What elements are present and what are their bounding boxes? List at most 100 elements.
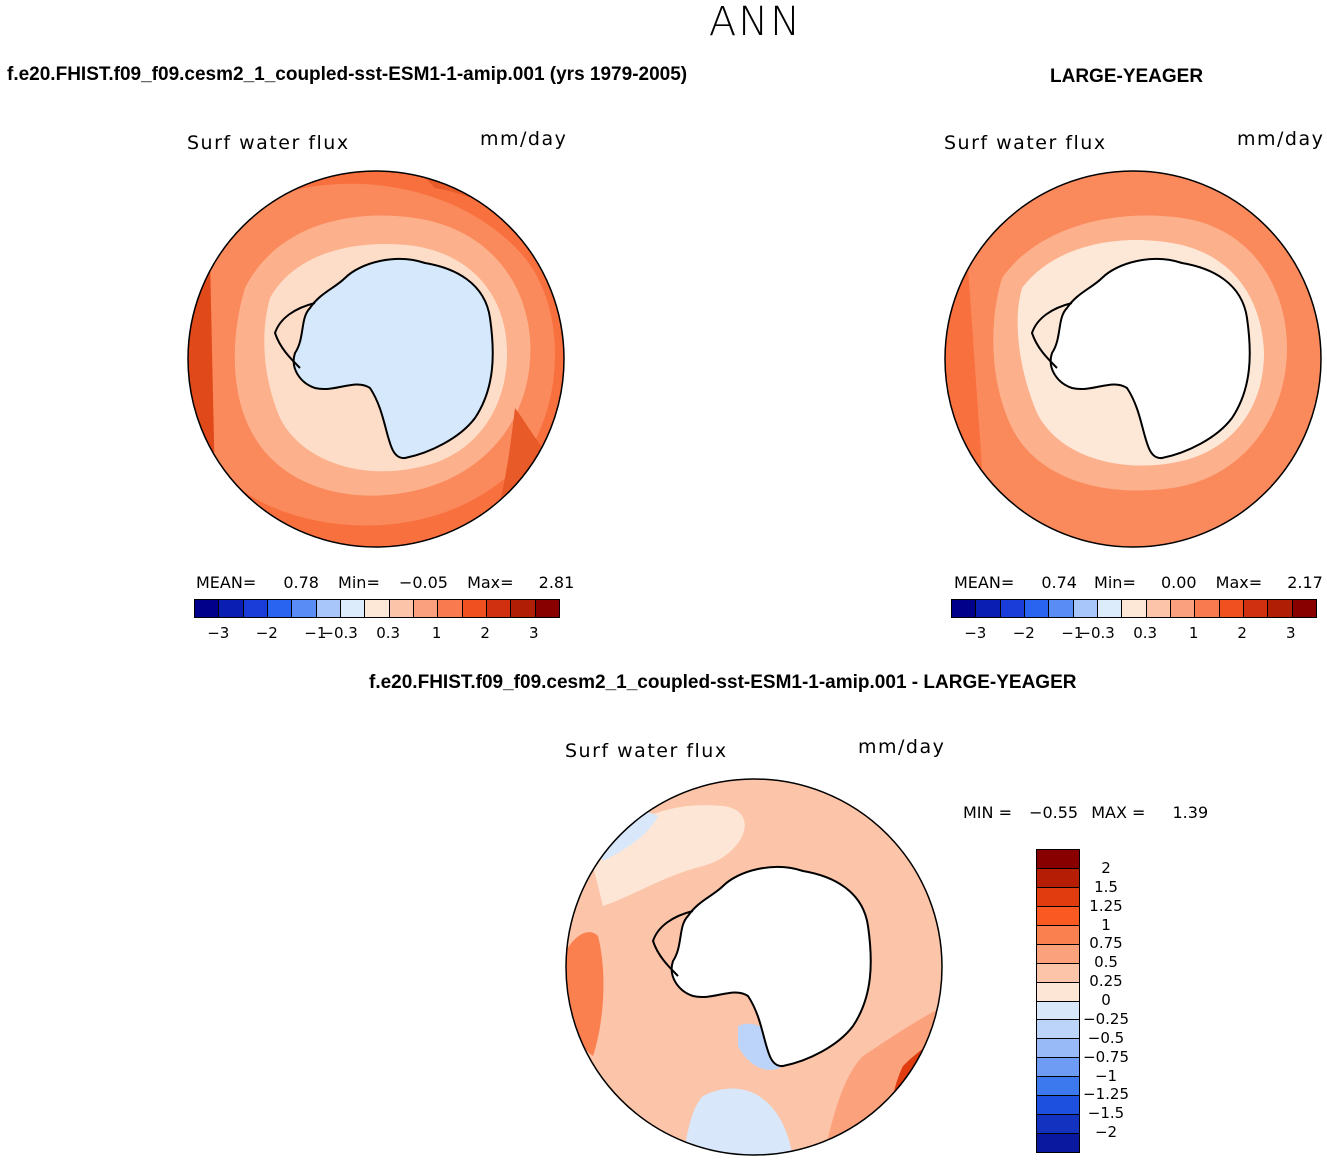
diff-colorbar-tick-label: 0.75 bbox=[1089, 934, 1123, 953]
diff-colorbar-tick-label: −2 bbox=[1094, 1123, 1118, 1142]
diff-colorbar-segment bbox=[1037, 1115, 1079, 1135]
max-label: Max= bbox=[467, 573, 514, 592]
diff-colorbar-ticks: 2 1.5 1.25 1 0.75 0.5 0.25 0 −0.25 −0.5 −0.75 −1 −1.… bbox=[1083, 849, 1129, 1151]
model-colorbar-segment bbox=[243, 600, 268, 617]
obs-colorbar-segment bbox=[1097, 600, 1123, 617]
obs-colorbar-segment bbox=[1122, 600, 1147, 617]
season-title: ANN bbox=[708, 0, 803, 45]
diff-colorbar-tick-label: 1 bbox=[1101, 915, 1111, 934]
min-value: 0.00 bbox=[1160, 573, 1197, 592]
obs-colorbar bbox=[951, 599, 1317, 618]
obs-colorbar-segment bbox=[1146, 600, 1171, 617]
min-label: MIN = bbox=[963, 803, 1012, 822]
model-stats: MEAN= 0.78 Min= −0.05 Max= 2.81 bbox=[196, 573, 574, 592]
obs-colorbar-segment bbox=[1292, 600, 1316, 617]
obs-colorbar-tick-label: −0.3 bbox=[1078, 624, 1115, 642]
model-colorbar-tick-label: −2 bbox=[255, 624, 278, 642]
obs-colorbar-segment bbox=[1024, 600, 1050, 617]
model-colorbar-segment bbox=[292, 600, 317, 617]
min-label: Min= bbox=[338, 573, 380, 592]
obs-colorbar-segment bbox=[952, 600, 977, 617]
model-colorbar-segment bbox=[365, 600, 390, 617]
diff-colorbar-segment bbox=[1037, 963, 1079, 983]
obs-field-label: Surf water flux bbox=[944, 132, 1107, 154]
diff-units-label: mm/day bbox=[858, 736, 946, 758]
map-boundary bbox=[944, 170, 1322, 548]
model-colorbar-tick-label: 1 bbox=[431, 624, 442, 642]
max-value: 2.81 bbox=[538, 573, 575, 592]
diff-colorbar-segment bbox=[1037, 850, 1079, 869]
model-colorbar-tick-label: 2 bbox=[480, 624, 490, 642]
obs-colorbar-tick-label: 2 bbox=[1237, 624, 1247, 642]
model-colorbar-segment bbox=[535, 600, 559, 617]
diff-colorbar-segment bbox=[1037, 925, 1079, 945]
obs-polar-map bbox=[944, 170, 1322, 548]
obs-run-title: LARGE-YEAGER bbox=[1050, 66, 1204, 87]
model-colorbar-tick-label: −0.3 bbox=[321, 624, 358, 642]
model-colorbar-segment bbox=[267, 600, 293, 617]
obs-colorbar-segment bbox=[1000, 600, 1025, 617]
diff-run-title: f.e20.FHIST.f09_f09.cesm2_1_coupled-sst-… bbox=[369, 672, 1077, 693]
model-colorbar-segment bbox=[219, 600, 244, 617]
diff-colorbar-tick-label: −0.5 bbox=[1087, 1028, 1125, 1047]
max-label: MAX = bbox=[1091, 803, 1146, 822]
antarctica-outline bbox=[670, 865, 872, 1068]
diff-field-label: Surf water flux bbox=[565, 740, 728, 762]
model-colorbar-segment bbox=[389, 600, 414, 617]
diff-polar-map bbox=[565, 778, 943, 1156]
diff-colorbar-segment bbox=[1037, 1134, 1079, 1152]
antarctica-outline bbox=[1049, 257, 1251, 460]
map-band bbox=[683, 1088, 793, 1155]
model-colorbar-segment bbox=[413, 600, 439, 617]
diff-colorbar-segment bbox=[1037, 944, 1079, 964]
map-boundary bbox=[187, 170, 565, 548]
obs-colorbar-tick-label: 1 bbox=[1188, 624, 1199, 642]
model-colorbar-tick-label: 3 bbox=[528, 624, 539, 642]
max-label: Max= bbox=[1215, 573, 1263, 592]
diff-colorbar-segment bbox=[1037, 1096, 1079, 1116]
obs-colorbar-segment bbox=[1219, 600, 1244, 617]
mean-label: MEAN= bbox=[196, 573, 257, 592]
obs-stats: MEAN= 0.74 Min= 0.00 Max= 2.17 bbox=[954, 573, 1323, 592]
map-band bbox=[593, 812, 658, 861]
diff-colorbar-tick-label: 0.5 bbox=[1094, 953, 1118, 972]
max-value: 2.17 bbox=[1287, 573, 1323, 592]
model-colorbar-segment bbox=[511, 600, 536, 617]
model-colorbar-ticks: −3 −2 −1 −0.3 0.3 1 2 3 bbox=[194, 624, 558, 644]
diff-colorbar-tick-label: −1 bbox=[1094, 1066, 1118, 1085]
mean-value: 0.74 bbox=[1041, 573, 1077, 592]
obs-units-label: mm/day bbox=[1237, 128, 1325, 150]
min-label: Min= bbox=[1094, 573, 1136, 592]
obs-colorbar-tick-label: 0.3 bbox=[1133, 624, 1158, 642]
obs-colorbar-segment bbox=[1195, 600, 1220, 617]
diff-colorbar bbox=[1036, 849, 1080, 1153]
model-colorbar-tick-label: −3 bbox=[207, 624, 230, 642]
diff-colorbar-segment bbox=[1037, 1001, 1079, 1021]
antarctic-peninsula bbox=[1030, 302, 1073, 369]
antarctica-outline bbox=[292, 257, 494, 460]
diff-colorbar-segment bbox=[1037, 1020, 1079, 1040]
diff-colorbar-segment bbox=[1037, 868, 1079, 888]
model-colorbar-segment bbox=[438, 600, 463, 617]
diff-colorbar-tick-label: 0.25 bbox=[1089, 972, 1123, 991]
model-units-label: mm/day bbox=[480, 128, 568, 150]
obs-colorbar-segment bbox=[1049, 600, 1074, 617]
min-value: −0.55 bbox=[1029, 803, 1079, 822]
model-colorbar-tick-label: 0.3 bbox=[376, 624, 401, 642]
antarctic-peninsula bbox=[273, 302, 316, 369]
diff-colorbar-tick-label: 1.5 bbox=[1094, 877, 1118, 896]
min-value: −0.05 bbox=[398, 573, 448, 592]
max-value: 1.39 bbox=[1172, 803, 1209, 822]
diff-colorbar-tick-label: 2 bbox=[1101, 858, 1111, 877]
model-colorbar-segment bbox=[462, 600, 487, 617]
obs-colorbar-segment bbox=[1170, 600, 1196, 617]
model-colorbar-segment bbox=[486, 600, 512, 617]
model-field-label: Surf water flux bbox=[187, 132, 350, 154]
obs-colorbar-tick-label: −1 bbox=[1061, 624, 1084, 642]
diff-colorbar-tick-label: 0 bbox=[1101, 991, 1111, 1009]
map-band bbox=[566, 932, 604, 1056]
obs-colorbar-segment bbox=[1073, 600, 1098, 617]
diff-colorbar-segment bbox=[1037, 887, 1079, 907]
obs-colorbar-tick-label: −3 bbox=[964, 624, 987, 642]
model-colorbar-segment bbox=[340, 600, 366, 617]
